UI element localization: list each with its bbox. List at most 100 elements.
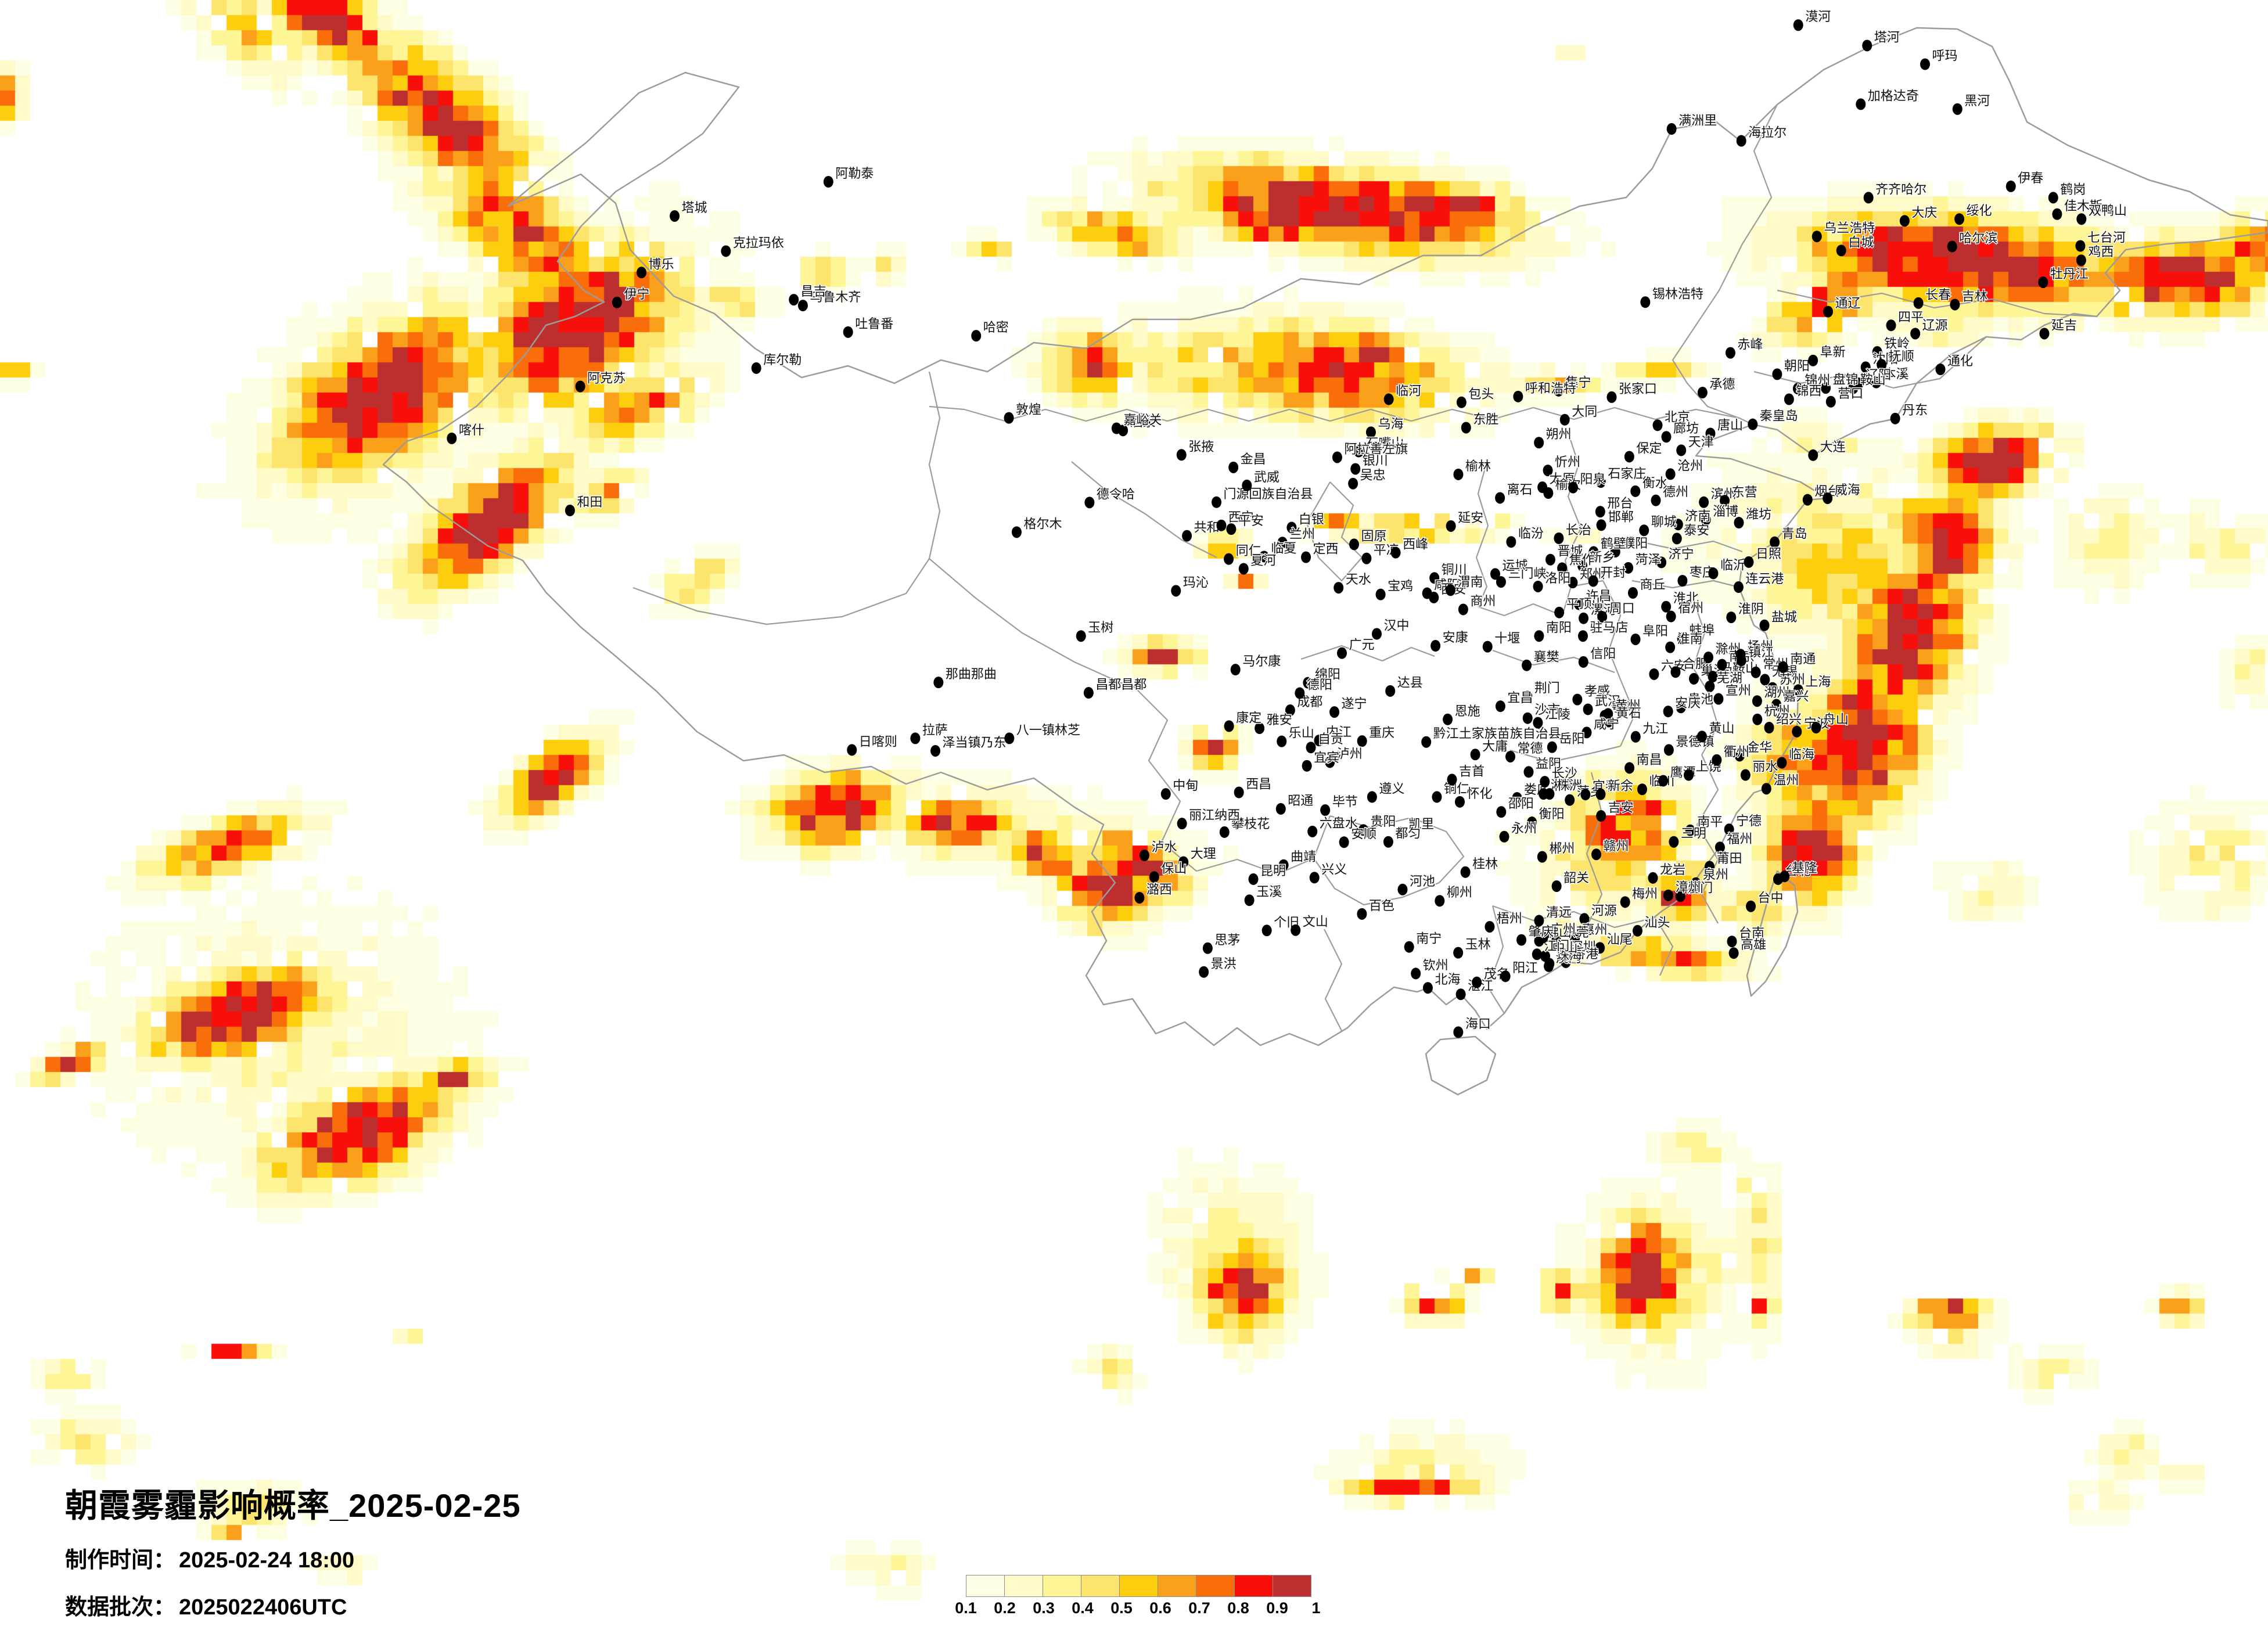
city-marker: 双鸭山 bbox=[2076, 203, 2127, 225]
city-dot bbox=[1375, 588, 1386, 600]
city-dot bbox=[1689, 672, 1699, 685]
city-dot bbox=[1793, 684, 1803, 696]
city-label: 大庆 bbox=[1911, 205, 1937, 220]
city-marker: 龙岩 bbox=[1648, 861, 1687, 884]
city-label: 梧州 bbox=[1497, 911, 1522, 926]
city-marker: 安庆 bbox=[1663, 695, 1702, 718]
city-dot bbox=[1583, 703, 1593, 715]
province-boundary bbox=[1777, 289, 2097, 318]
city-label: 阿拉善左旗 bbox=[1344, 441, 1408, 456]
city-dot bbox=[1435, 895, 1445, 907]
city-marker: 西宁 bbox=[1216, 509, 1255, 531]
city-marker: 沧州 bbox=[1665, 458, 1704, 480]
city-dot bbox=[2052, 208, 2062, 220]
city-label: 济南 bbox=[1685, 509, 1710, 523]
city-label: 钦州 bbox=[1423, 958, 1448, 972]
city-label: 商丘 bbox=[1640, 577, 1665, 592]
city-dot bbox=[1540, 776, 1550, 788]
city-marker: 日喀则 bbox=[847, 733, 898, 756]
city-marker: 文山 bbox=[1291, 913, 1329, 936]
city-dot bbox=[1011, 526, 1022, 538]
city-dot bbox=[1764, 722, 1774, 733]
city-dot bbox=[1522, 690, 1533, 702]
city-marker: 海拉尔 bbox=[1736, 124, 1788, 147]
city-dot bbox=[1672, 533, 1682, 545]
city-dot bbox=[1537, 851, 1547, 863]
province-boundary bbox=[1132, 685, 1197, 872]
city-marker: 平顶山 bbox=[1554, 596, 1605, 618]
city-label: 吉首 bbox=[1459, 764, 1485, 778]
city-dot bbox=[2076, 213, 2087, 225]
city-dot bbox=[1277, 537, 1288, 549]
city-dot bbox=[1663, 706, 1673, 718]
city-marker: 衢州 bbox=[1712, 743, 1750, 766]
city-label: 焦作 bbox=[1569, 552, 1595, 567]
city-dot bbox=[1224, 553, 1234, 565]
city-marker: 北海 bbox=[1422, 972, 1461, 994]
city-marker: 厦门 bbox=[1675, 880, 1714, 902]
city-marker: 遵义 bbox=[1367, 780, 1406, 803]
city-marker: 玛沁 bbox=[1171, 574, 1209, 597]
city-marker: 乐山 bbox=[1277, 725, 1315, 747]
city-label: 日照 bbox=[1756, 546, 1781, 561]
city-marker: 昆明 bbox=[1248, 862, 1287, 885]
city-marker: 德令哈 bbox=[1084, 486, 1135, 509]
city-label: 宝鸡 bbox=[1388, 579, 1413, 593]
city-marker: 阿勒泰 bbox=[823, 166, 875, 188]
city-marker: 共和 bbox=[1182, 519, 1220, 542]
city-label: 铜川 bbox=[1442, 562, 1467, 577]
city-dot bbox=[1717, 659, 1727, 671]
city-label: 江门 bbox=[1544, 938, 1569, 953]
city-dot bbox=[1637, 783, 1647, 796]
city-dot bbox=[1178, 856, 1189, 868]
city-dot bbox=[1470, 749, 1480, 761]
city-label: 银川 bbox=[1363, 453, 1388, 467]
legend-tick-label: 0.8 bbox=[1227, 1599, 1249, 1617]
city-dot bbox=[1778, 661, 1788, 673]
city-label: 共和 bbox=[1194, 520, 1220, 535]
city-marker: 宜宾 bbox=[1302, 749, 1340, 772]
province-boundary bbox=[1631, 580, 1739, 589]
city-label: 许昌 bbox=[1586, 588, 1612, 603]
city-label: 锦西 bbox=[1796, 384, 1821, 398]
city-dot bbox=[1430, 640, 1441, 652]
city-marker: 呼和浩特 bbox=[1513, 380, 1577, 402]
city-label: 遂宁 bbox=[1342, 696, 1367, 711]
city-label: 泉州 bbox=[1703, 868, 1728, 882]
city-dot bbox=[1582, 726, 1592, 739]
city-dot bbox=[1572, 693, 1583, 706]
city-dot bbox=[1275, 803, 1286, 815]
city-marker: 长沙 bbox=[1540, 765, 1578, 788]
city-label: 潞西 bbox=[1146, 882, 1172, 897]
city-dot bbox=[1860, 361, 1871, 373]
city-marker: 平安 bbox=[1226, 513, 1264, 535]
province-boundary bbox=[1324, 929, 1343, 1031]
city-label: 遵义 bbox=[1379, 781, 1404, 796]
city-label: 湘潭 bbox=[1551, 778, 1576, 793]
province-boundary bbox=[1487, 905, 1505, 1014]
city-marker: 温州 bbox=[1761, 772, 1800, 795]
city-dot bbox=[1684, 769, 1694, 781]
city-marker: 铁岭 bbox=[1872, 336, 1911, 358]
city-label: 天津 bbox=[1688, 434, 1714, 449]
city-label: 驻马店 bbox=[1590, 620, 1628, 635]
city-marker: 邵阳 bbox=[1496, 796, 1534, 818]
legend-tick-label: 0.5 bbox=[1110, 1599, 1133, 1617]
city-dot bbox=[1748, 418, 1758, 430]
city-marker: 许昌 bbox=[1574, 588, 1612, 610]
city-marker: 玉林 bbox=[1453, 936, 1491, 959]
city-dot bbox=[1954, 213, 1965, 225]
city-marker: 南平 bbox=[1685, 814, 1724, 836]
city-dot bbox=[1597, 611, 1608, 623]
city-dot bbox=[1872, 346, 1882, 358]
title-block: 朝霞雾霾影响概率_2025-02-25 制作时间： 2025-02-24 18:0… bbox=[65, 1480, 521, 1621]
city-marker: 遂宁 bbox=[1329, 696, 1368, 718]
city-marker: 西峰 bbox=[1390, 536, 1429, 559]
city-dot bbox=[1226, 523, 1237, 535]
city-label: 鞍山 bbox=[1860, 373, 1886, 387]
province-boundary bbox=[1619, 679, 1636, 747]
city-marker: 武威 bbox=[1242, 469, 1280, 491]
legend-tick-label: 0.2 bbox=[994, 1599, 1016, 1617]
province-boundary bbox=[1753, 336, 1987, 389]
province-boundary bbox=[632, 558, 930, 625]
